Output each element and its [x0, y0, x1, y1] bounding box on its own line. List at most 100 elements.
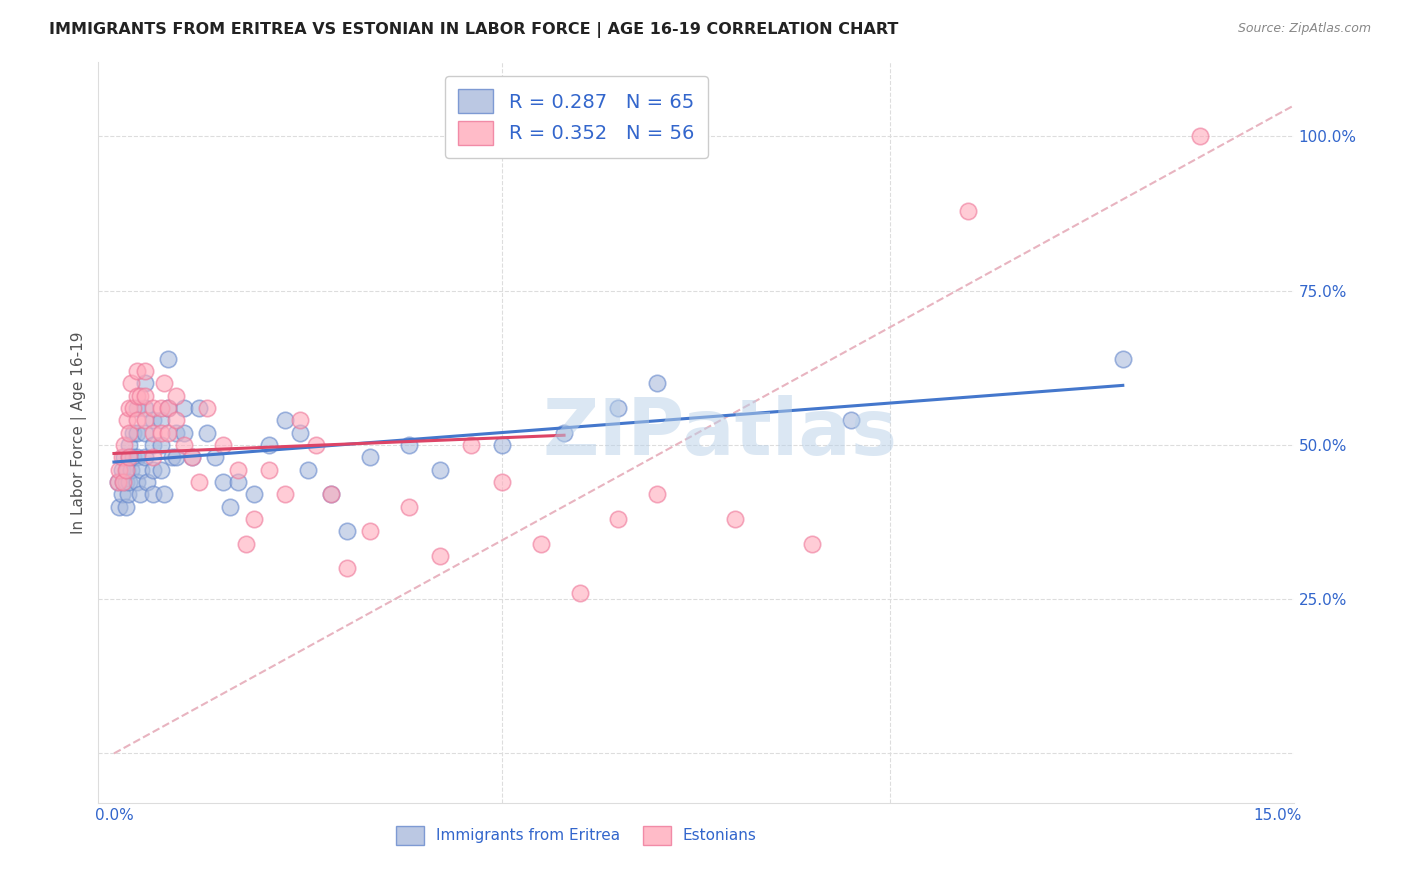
Point	[157, 401, 180, 415]
Point	[429, 549, 451, 563]
Point	[142, 413, 165, 427]
Point	[160, 450, 183, 465]
Point	[336, 524, 359, 539]
Point	[180, 450, 202, 465]
Point	[491, 438, 513, 452]
Point	[153, 487, 176, 501]
Point	[111, 450, 134, 465]
Point	[149, 413, 172, 427]
Point	[645, 487, 668, 501]
Point	[157, 401, 180, 415]
Point	[118, 475, 141, 489]
Point	[118, 450, 141, 465]
Point	[226, 462, 249, 476]
Point	[112, 475, 135, 489]
Point	[118, 425, 141, 440]
Point	[173, 425, 195, 440]
Point	[120, 462, 142, 476]
Point	[553, 425, 575, 440]
Point	[115, 413, 138, 427]
Point	[142, 401, 165, 415]
Point	[321, 487, 343, 501]
Point	[111, 462, 134, 476]
Point	[211, 438, 233, 452]
Point	[273, 413, 295, 427]
Point	[290, 413, 312, 427]
Point	[122, 401, 145, 415]
Point	[142, 487, 165, 501]
Point	[149, 425, 172, 440]
Point	[336, 561, 359, 575]
Point	[165, 389, 187, 403]
Point	[120, 376, 142, 391]
Legend: Immigrants from Eritrea, Estonians: Immigrants from Eritrea, Estonians	[391, 820, 762, 851]
Point	[112, 475, 135, 489]
Point	[173, 438, 195, 452]
Point	[127, 425, 149, 440]
Point	[607, 512, 630, 526]
Point	[321, 487, 343, 501]
Point	[180, 450, 202, 465]
Point	[242, 512, 264, 526]
Point	[114, 462, 136, 476]
Point	[235, 536, 257, 550]
Point	[398, 438, 420, 452]
Point	[153, 376, 176, 391]
Y-axis label: In Labor Force | Age 16-19: In Labor Force | Age 16-19	[72, 331, 87, 534]
Point	[188, 475, 211, 489]
Point	[165, 425, 187, 440]
Point	[165, 450, 187, 465]
Point	[839, 413, 862, 427]
Point	[142, 438, 165, 452]
Point	[128, 487, 150, 501]
Point	[257, 462, 280, 476]
Point	[149, 401, 172, 415]
Point	[134, 425, 156, 440]
Point	[128, 389, 150, 403]
Point	[107, 475, 129, 489]
Point	[290, 425, 312, 440]
Point	[108, 500, 131, 514]
Point	[149, 462, 172, 476]
Point	[111, 487, 134, 501]
Point	[134, 376, 156, 391]
Point	[242, 487, 264, 501]
Point	[645, 376, 668, 391]
Point	[122, 450, 145, 465]
Point	[219, 500, 242, 514]
Point	[134, 364, 156, 378]
Point	[142, 462, 165, 476]
Point	[118, 438, 141, 452]
Point	[114, 500, 136, 514]
Point	[195, 401, 218, 415]
Point	[108, 462, 131, 476]
Point	[460, 438, 482, 452]
Point	[117, 487, 139, 501]
Point	[115, 462, 138, 476]
Point	[127, 364, 149, 378]
Point	[134, 389, 156, 403]
Point	[188, 401, 211, 415]
Text: IMMIGRANTS FROM ERITREA VS ESTONIAN IN LABOR FORCE | AGE 16-19 CORRELATION CHART: IMMIGRANTS FROM ERITREA VS ESTONIAN IN L…	[49, 22, 898, 38]
Point	[127, 401, 149, 415]
Point	[127, 413, 149, 427]
Point	[305, 438, 328, 452]
Point	[134, 401, 156, 415]
Point	[173, 401, 195, 415]
Point	[112, 438, 135, 452]
Point	[1112, 351, 1135, 366]
Point	[530, 536, 553, 550]
Point	[195, 425, 218, 440]
Point	[226, 475, 249, 489]
Point	[398, 500, 420, 514]
Point	[122, 425, 145, 440]
Point	[491, 475, 513, 489]
Point	[165, 413, 187, 427]
Point	[956, 203, 979, 218]
Point	[204, 450, 226, 465]
Point	[118, 401, 141, 415]
Point	[1189, 129, 1212, 144]
Point	[127, 475, 149, 489]
Point	[157, 351, 180, 366]
Point	[142, 425, 165, 440]
